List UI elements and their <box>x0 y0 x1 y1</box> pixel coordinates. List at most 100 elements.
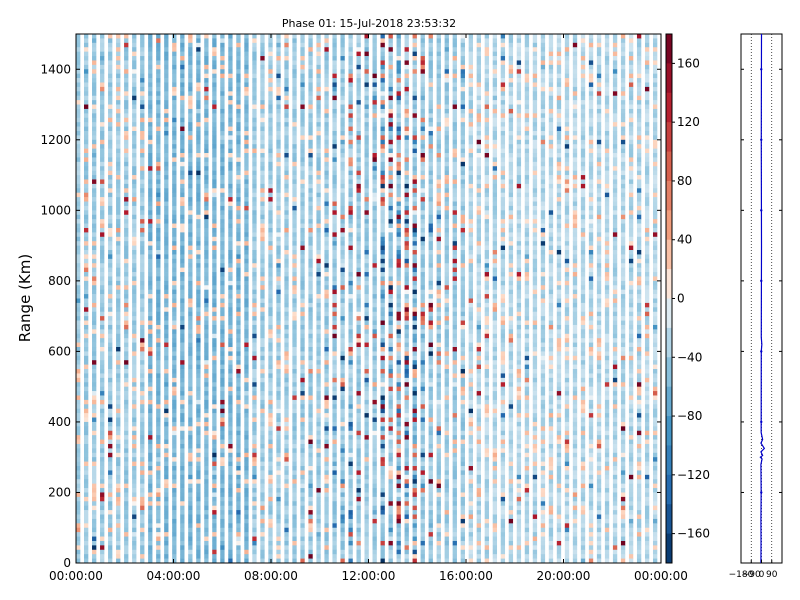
heatmap-cell <box>244 346 249 352</box>
heatmap-cell <box>276 201 281 207</box>
heatmap-cell <box>340 153 345 158</box>
heatmap-cell <box>100 126 105 132</box>
heatmap-cell <box>172 540 177 546</box>
heatmap-cell <box>252 549 257 555</box>
heatmap-cell <box>324 391 329 396</box>
heatmap-cell <box>316 549 321 555</box>
heatmap-cell <box>276 227 281 233</box>
heatmap-cell <box>132 245 137 251</box>
heatmap-cell <box>388 86 393 92</box>
heatmap-cell <box>316 324 321 330</box>
heatmap-cell <box>84 135 89 141</box>
heatmap-cell <box>276 47 281 52</box>
heatmap-cell <box>244 64 249 70</box>
heatmap-cell <box>380 527 385 533</box>
heatmap-cell <box>180 91 185 97</box>
heatmap-cell <box>84 377 89 383</box>
heatmap-cell <box>260 236 265 242</box>
heatmap-cell <box>100 201 105 207</box>
heatmap-cell <box>76 42 81 48</box>
heatmap-cell <box>324 466 329 471</box>
heatmap-cell <box>380 170 385 176</box>
heatmap-cell <box>228 355 233 361</box>
heatmap-cell <box>132 272 137 277</box>
heatmap-cell <box>100 324 105 330</box>
heatmap-cell <box>252 342 257 348</box>
heatmap-cell <box>292 355 297 361</box>
heatmap-cell <box>116 153 121 158</box>
heatmap-cell <box>196 408 201 414</box>
heatmap-cell <box>372 126 377 132</box>
heatmap-cell <box>260 289 265 295</box>
heatmap-cell <box>132 73 137 79</box>
heatmap-cell <box>140 139 145 145</box>
heatmap-cell <box>300 483 305 489</box>
heatmap-cell <box>284 91 289 97</box>
heatmap-cell <box>316 60 321 66</box>
heatmap-cell <box>260 69 265 74</box>
heatmap-cell <box>380 399 385 405</box>
heatmap-cell <box>140 51 145 57</box>
heatmap-cell <box>308 227 313 233</box>
heatmap-cell <box>396 545 401 551</box>
heatmap-cell <box>332 113 337 119</box>
heatmap-cell <box>140 223 145 229</box>
heatmap-cell <box>132 466 137 471</box>
heatmap-cell <box>388 324 393 330</box>
heatmap-cell <box>268 483 273 489</box>
heatmap-cell <box>260 479 265 484</box>
heatmap-cell <box>92 170 97 176</box>
heatmap-cell <box>332 413 337 418</box>
heatmap-cell <box>212 60 217 66</box>
heatmap-cell <box>332 523 337 529</box>
heatmap-cell <box>132 488 137 493</box>
heatmap-cell <box>252 219 257 224</box>
heatmap-cell <box>308 232 313 238</box>
heatmap-cell <box>396 227 401 233</box>
heatmap-cell <box>84 38 89 44</box>
heatmap-cell <box>236 78 241 83</box>
heatmap-cell <box>252 47 257 52</box>
heatmap-cell <box>364 100 369 105</box>
heatmap-cell <box>108 452 113 458</box>
heatmap-cell <box>372 514 377 520</box>
heatmap-cell <box>324 527 329 533</box>
heatmap-cell <box>108 64 113 70</box>
heatmap-cell <box>364 549 369 555</box>
heatmap-cell <box>380 408 385 414</box>
heatmap-cell <box>236 223 241 229</box>
heatmap-cell <box>148 170 153 176</box>
heatmap-cell <box>204 470 209 476</box>
heatmap-cell <box>212 430 217 436</box>
heatmap-cell <box>204 413 209 418</box>
heatmap-cell <box>148 144 153 149</box>
heatmap-cell <box>132 86 137 92</box>
heatmap-cell <box>364 157 369 163</box>
heatmap-cell <box>356 540 361 546</box>
heatmap-cell <box>372 369 377 374</box>
heatmap-cell <box>260 272 265 277</box>
heatmap-cell <box>204 452 209 458</box>
heatmap-cell <box>196 95 201 101</box>
heatmap-cell <box>92 82 97 88</box>
heatmap-cell <box>180 324 185 330</box>
heatmap-cell <box>276 329 281 335</box>
heatmap-cell <box>236 157 241 163</box>
heatmap-cell <box>324 342 329 348</box>
heatmap-cell <box>212 540 217 546</box>
heatmap-cell <box>244 263 249 268</box>
heatmap-cell <box>212 443 217 449</box>
heatmap-cell <box>388 205 393 211</box>
heatmap-cell <box>156 408 161 414</box>
heatmap-cell <box>228 333 233 339</box>
heatmap-cell <box>292 399 297 405</box>
heatmap-cell <box>276 38 281 44</box>
heatmap-cell <box>332 474 337 480</box>
heatmap-cell <box>92 197 97 202</box>
heatmap-cell <box>364 452 369 458</box>
heatmap-cell <box>220 298 225 304</box>
heatmap-cell <box>236 505 241 511</box>
heatmap-cell <box>108 316 113 321</box>
heatmap-cell <box>164 183 169 189</box>
heatmap-cell <box>212 346 217 352</box>
